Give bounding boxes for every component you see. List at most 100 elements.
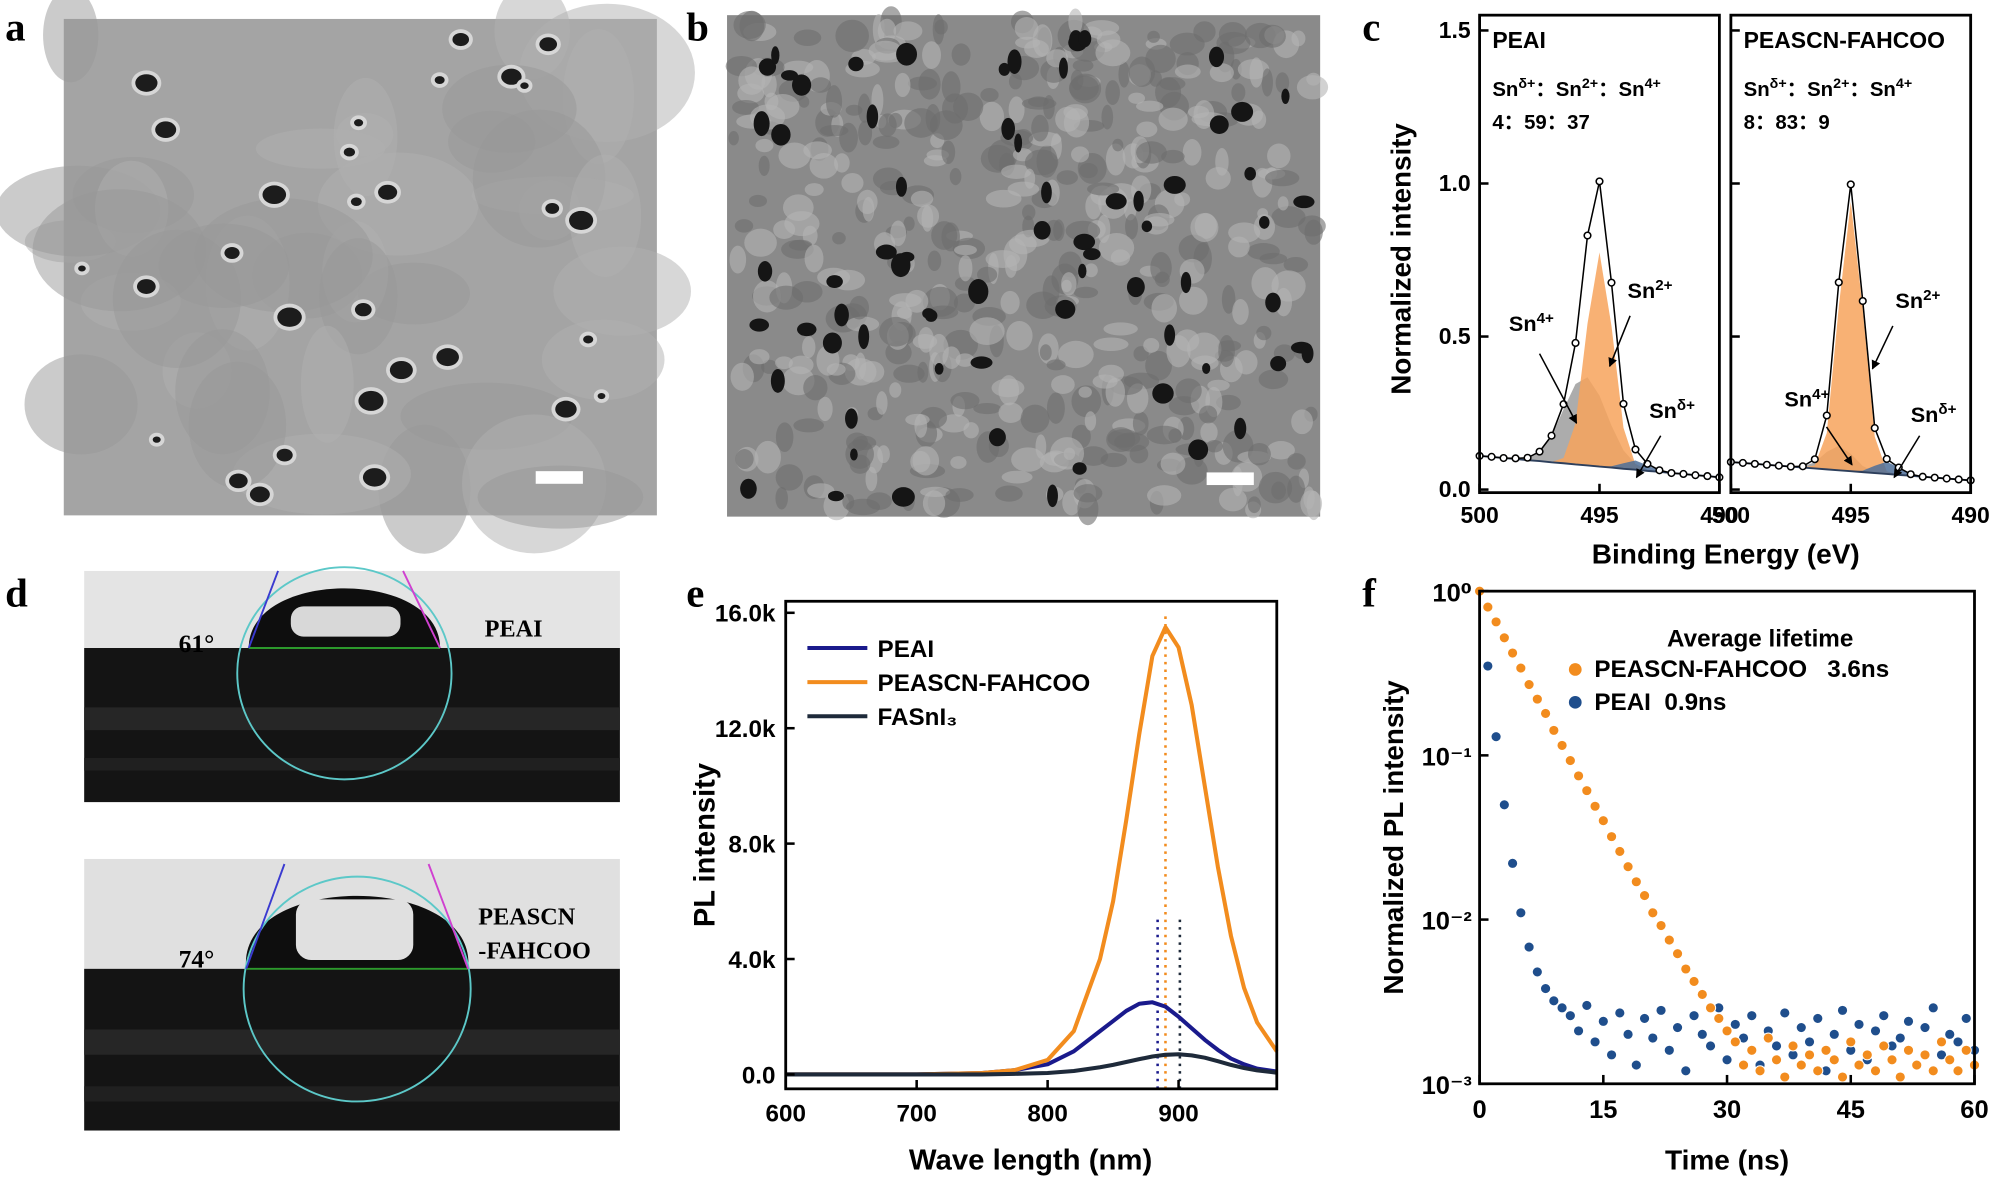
y-tick-label: 10⁻³ xyxy=(1422,1072,1472,1100)
y-axis-title: Normalized PL intensity xyxy=(1378,680,1409,995)
raw-point xyxy=(1667,469,1676,478)
grain xyxy=(929,333,949,367)
data-point xyxy=(1515,907,1527,919)
pore xyxy=(1265,292,1281,313)
grain xyxy=(1061,279,1072,293)
label-base: Sn xyxy=(1895,288,1923,313)
grain xyxy=(912,446,940,476)
raw-point xyxy=(1583,231,1592,240)
grain xyxy=(1251,267,1279,300)
grain xyxy=(945,488,974,502)
peak-arrow xyxy=(1635,435,1662,479)
pore xyxy=(968,279,989,305)
pore xyxy=(1208,46,1225,68)
legend-label: PEASCN-FAHCOO xyxy=(878,670,1091,697)
grain xyxy=(1258,471,1293,504)
data-point xyxy=(1506,857,1519,869)
grain xyxy=(907,76,938,91)
data-point xyxy=(1779,1071,1791,1083)
grain xyxy=(878,113,897,137)
grain xyxy=(1190,213,1219,242)
grain xyxy=(910,190,934,208)
pore xyxy=(362,468,387,487)
raw-point xyxy=(1487,452,1496,461)
contact-angle-label: -FAHCOO xyxy=(478,939,591,965)
data-point xyxy=(1803,1049,1816,1061)
pore xyxy=(845,408,858,429)
grain xyxy=(1267,440,1295,460)
grain xyxy=(1247,496,1261,514)
grain xyxy=(730,362,754,391)
raw-point xyxy=(1930,473,1939,482)
data-point xyxy=(1614,845,1626,857)
pore xyxy=(1078,30,1092,48)
x-tick-label: 495 xyxy=(1832,502,1871,528)
grain xyxy=(995,485,1023,502)
grain xyxy=(1168,428,1182,443)
pore xyxy=(1281,88,1290,104)
data-point xyxy=(1869,1025,1882,1037)
grain xyxy=(1145,350,1172,381)
raw-point xyxy=(1798,462,1807,471)
grain xyxy=(1303,486,1315,510)
grain xyxy=(1216,394,1241,411)
x-axis-title: Time (ns) xyxy=(1665,1145,1789,1176)
grain xyxy=(1267,143,1291,169)
pore xyxy=(1033,220,1051,240)
raw-point xyxy=(1810,455,1819,464)
grain xyxy=(1128,92,1146,104)
grain xyxy=(804,183,824,196)
pore xyxy=(771,123,791,146)
y-tick-label: 8.0k xyxy=(728,832,776,859)
grain xyxy=(1215,148,1229,176)
pore xyxy=(1163,175,1186,194)
grain xyxy=(1258,24,1286,48)
raw-point xyxy=(1870,424,1879,433)
grain xyxy=(1022,204,1036,221)
grain xyxy=(1277,196,1289,211)
pore xyxy=(229,473,248,489)
contact-angle-photo-top xyxy=(84,566,620,803)
data-point xyxy=(1704,1040,1717,1052)
data-point xyxy=(1869,1065,1882,1077)
label-base: Sn xyxy=(1744,79,1770,101)
grain xyxy=(832,231,846,245)
data-point xyxy=(1878,1010,1890,1022)
grain xyxy=(1073,286,1099,299)
legend-label: PEAI 0.9ns xyxy=(1594,689,1726,716)
grain xyxy=(809,153,839,179)
grain xyxy=(744,228,777,257)
pore xyxy=(436,348,459,367)
contact-angle-label: PEAI xyxy=(485,617,543,643)
data-point xyxy=(1952,1036,1964,1048)
pore xyxy=(988,428,1006,447)
grain xyxy=(782,194,814,222)
panel-letter: a xyxy=(5,5,25,50)
raw-point xyxy=(1655,466,1664,475)
grain xyxy=(841,173,864,193)
pore xyxy=(1055,299,1076,319)
data-point xyxy=(1589,1036,1601,1048)
grain xyxy=(953,293,975,313)
grain xyxy=(941,71,961,103)
y-tick-label: 0.5 xyxy=(1439,323,1471,349)
x-tick-label: 900 xyxy=(1158,1101,1198,1128)
grain xyxy=(1031,114,1049,142)
pore xyxy=(770,369,785,393)
pore xyxy=(501,68,522,85)
grain xyxy=(1103,322,1138,336)
label-base: Sn xyxy=(1628,278,1656,303)
grain xyxy=(876,391,888,415)
data-point xyxy=(1952,1065,1964,1077)
pore xyxy=(378,184,398,200)
grain xyxy=(1160,452,1186,475)
grain xyxy=(917,361,929,383)
raw-point xyxy=(1882,454,1891,464)
data-point xyxy=(1605,831,1618,843)
ratio-header: Snδ+：Sn2+：Sn4+ xyxy=(1492,76,1661,101)
peak-component xyxy=(1730,201,1971,481)
grain xyxy=(1249,57,1264,88)
data-point xyxy=(1729,1018,1741,1030)
grain xyxy=(1098,232,1135,263)
data-point xyxy=(1498,632,1510,644)
